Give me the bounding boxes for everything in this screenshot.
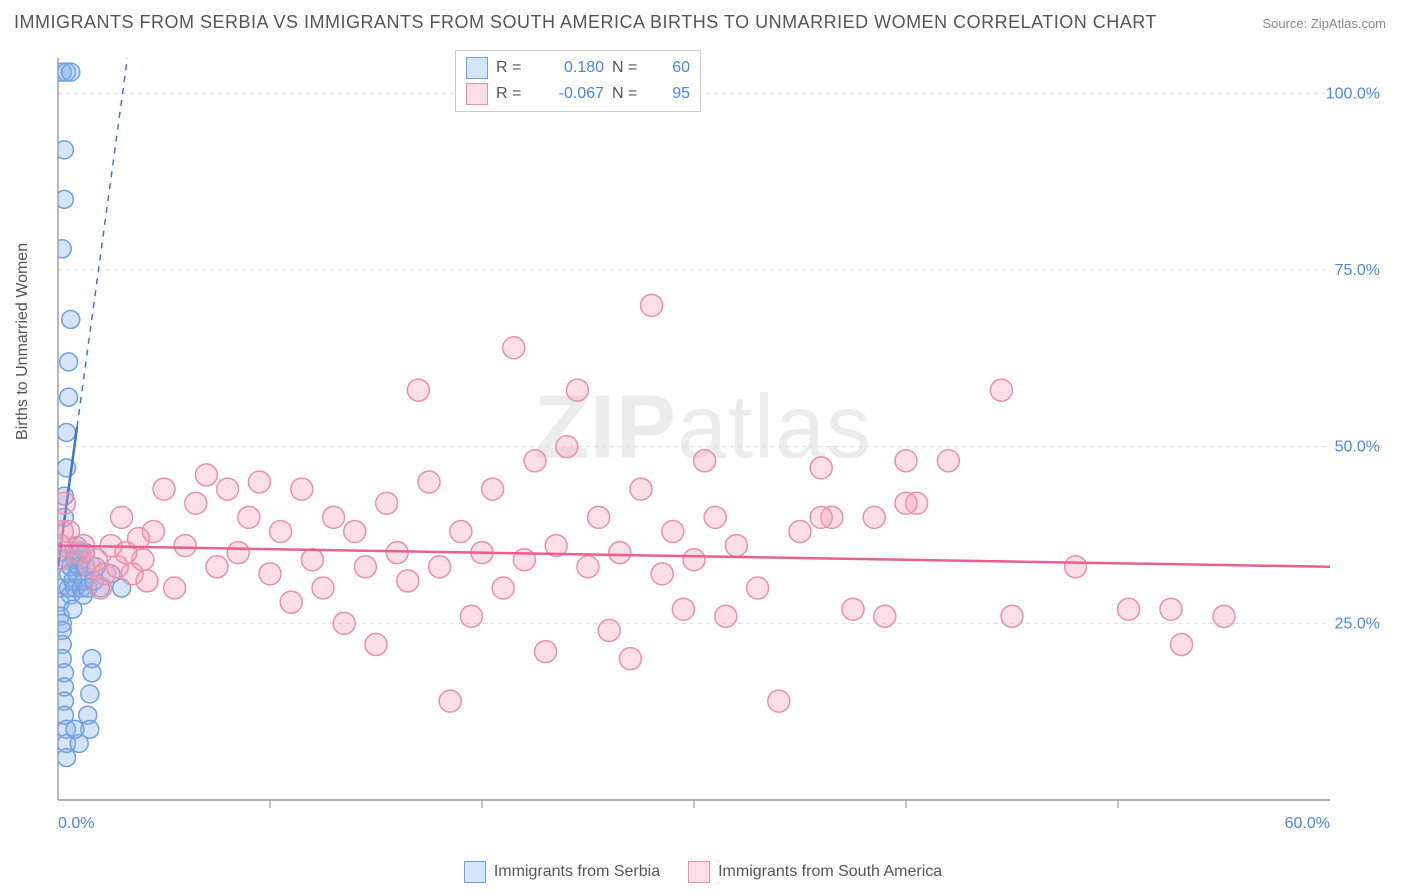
- legend-label: Immigrants from Serbia: [494, 863, 660, 881]
- legend-swatch: [688, 861, 710, 883]
- legend-n-label: N =: [612, 59, 642, 77]
- legend-row: R = -0.067 N = 95: [466, 81, 690, 107]
- legend-n-value: 95: [650, 85, 690, 103]
- legend-label: Immigrants from South America: [718, 863, 942, 881]
- legend-item: Immigrants from South America: [688, 861, 942, 883]
- legend-correlation: R = 0.180 N = 60 R = -0.067 N = 95: [455, 50, 701, 112]
- legend-r-label: R =: [496, 85, 526, 103]
- legend-series: Immigrants from Serbia Immigrants from So…: [0, 861, 1406, 888]
- legend-r-value: 0.180: [534, 59, 604, 77]
- legend-n-label: N =: [612, 85, 642, 103]
- source-label: Source: ZipAtlas.com: [1262, 16, 1386, 31]
- legend-row: R = 0.180 N = 60: [466, 55, 690, 81]
- legend-r-value: -0.067: [534, 85, 604, 103]
- legend-item: Immigrants from Serbia: [464, 861, 660, 883]
- legend-swatch: [466, 57, 488, 79]
- legend-r-label: R =: [496, 59, 526, 77]
- svg-text:100.0%: 100.0%: [1326, 85, 1380, 102]
- svg-text:60.0%: 60.0%: [1285, 815, 1330, 832]
- scatter-plot: 25.0% 50.0% 75.0% 100.0% 0.0% 60.0%: [50, 50, 1390, 840]
- svg-text:75.0%: 75.0%: [1335, 262, 1380, 279]
- legend-swatch: [466, 83, 488, 105]
- chart-title: IMMIGRANTS FROM SERBIA VS IMMIGRANTS FRO…: [14, 12, 1157, 33]
- svg-text:50.0%: 50.0%: [1335, 439, 1380, 456]
- y-axis-title: Births to Unmarried Women: [14, 243, 32, 440]
- legend-n-value: 60: [650, 59, 690, 77]
- svg-text:25.0%: 25.0%: [1335, 615, 1380, 632]
- legend-swatch: [464, 861, 486, 883]
- svg-text:0.0%: 0.0%: [58, 815, 94, 832]
